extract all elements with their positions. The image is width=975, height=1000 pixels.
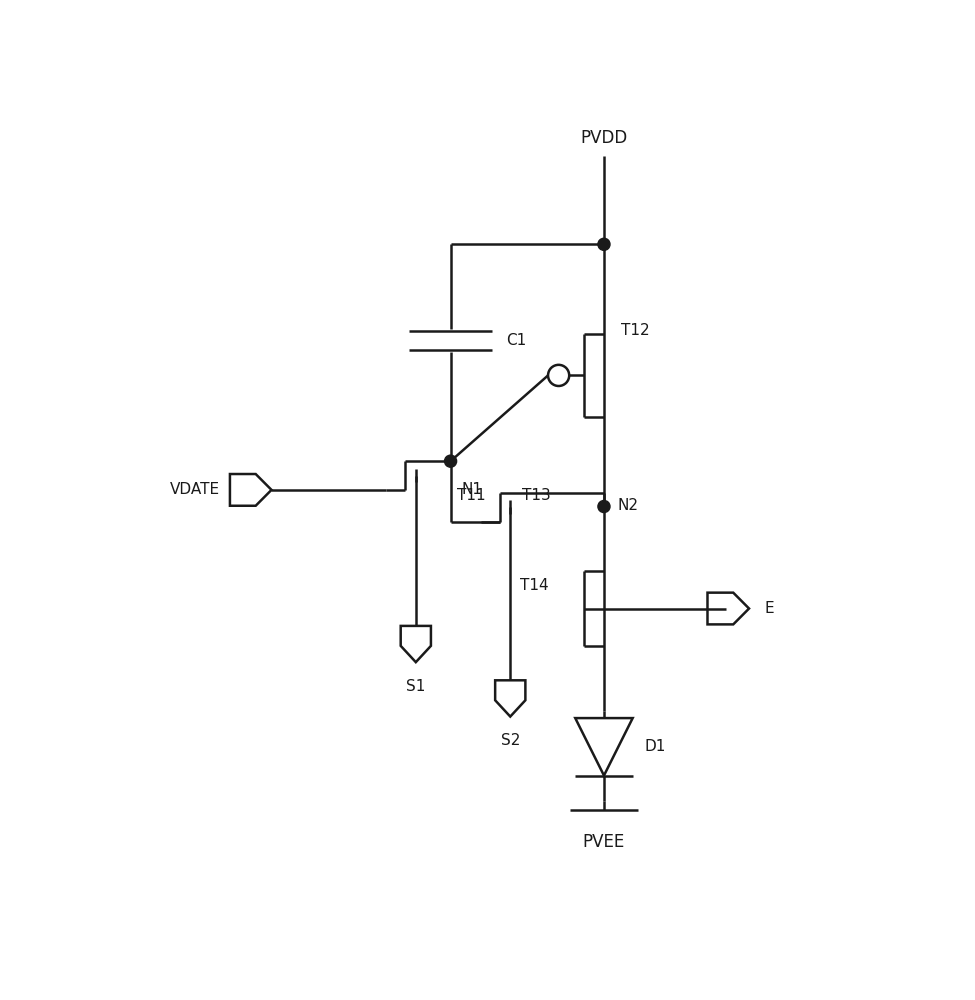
Circle shape [598, 500, 610, 513]
Circle shape [598, 238, 610, 250]
Circle shape [445, 455, 456, 467]
Text: D1: D1 [644, 739, 665, 754]
Text: C1: C1 [506, 333, 526, 348]
Text: S2: S2 [500, 733, 520, 748]
Text: PVDD: PVDD [580, 129, 628, 147]
Text: S1: S1 [407, 679, 425, 694]
Text: PVEE: PVEE [583, 833, 625, 851]
Text: N1: N1 [461, 482, 483, 497]
Text: E: E [764, 601, 774, 616]
Text: T13: T13 [522, 488, 550, 503]
Text: T11: T11 [457, 488, 486, 503]
Text: T14: T14 [520, 578, 549, 593]
Text: N2: N2 [617, 498, 639, 513]
Text: VDATE: VDATE [170, 482, 220, 497]
Text: T12: T12 [621, 323, 649, 338]
